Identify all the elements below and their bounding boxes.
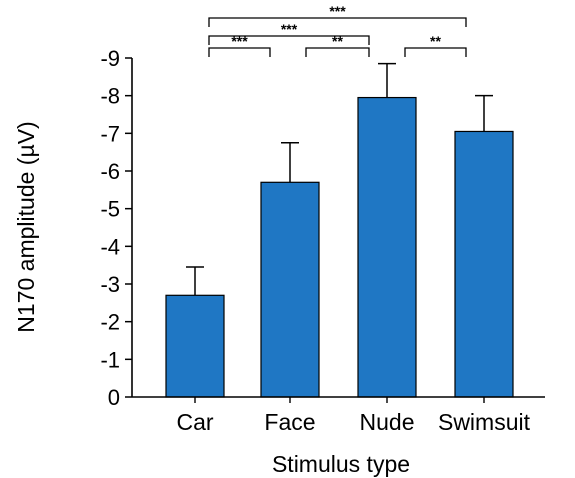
sig-bracket-line	[208, 17, 467, 27]
y-tick-label: -2	[100, 310, 120, 335]
sig-label: ***	[231, 33, 248, 49]
bar-face	[260, 181, 320, 398]
sig-bracket-car-nude: ***	[208, 21, 370, 45]
bar-nude	[357, 96, 417, 398]
x-tick-label-car: Car	[176, 409, 213, 435]
sig-bracket-car-face: ***	[208, 33, 271, 57]
sig-label: ***	[281, 21, 298, 37]
sig-label: ***	[329, 3, 346, 19]
y-tick-label: -3	[100, 272, 120, 297]
sig-bracket-car-swimsuit: ***	[208, 3, 467, 27]
bar-swimsuit	[454, 130, 514, 398]
sig-bracket-face-nude: **	[305, 33, 370, 57]
sig-label: **	[430, 33, 441, 49]
x-tick-label-face: Face	[264, 409, 315, 435]
x-categories: Car Face Nude Swimsuit	[176, 397, 531, 435]
significance-brackets: *** ** ********	[208, 3, 467, 57]
y-tick-label: -1	[100, 347, 120, 372]
x-axis-title: Stimulus type	[272, 451, 410, 477]
sig-label: **	[332, 33, 343, 49]
bar-car	[165, 294, 225, 398]
y-tick-label: -5	[100, 197, 120, 222]
sig-bracket-nude-swimsuit: **	[404, 33, 467, 57]
axes	[131, 58, 545, 398]
x-tick-label-nude: Nude	[360, 409, 415, 435]
y-axis-title: N170 amplitude (µV)	[13, 121, 39, 332]
y-tick-label: -4	[100, 234, 120, 259]
sig-bracket-line	[208, 35, 370, 45]
y-tick-label: -9	[100, 46, 120, 71]
y-ticks: 0 -1 -2 -3 -4 -5 -6 -7 -8 -9	[100, 46, 132, 410]
sig-bracket-line	[208, 47, 271, 57]
y-tick-label: 0	[108, 385, 120, 410]
sig-bracket-line	[404, 47, 467, 57]
x-tick-label-swimsuit: Swimsuit	[438, 409, 531, 435]
sig-bracket-line	[305, 47, 370, 57]
y-tick-label: -6	[100, 159, 120, 184]
y-tick-label: -8	[100, 84, 120, 109]
bars	[165, 62, 514, 398]
y-tick-label: -7	[100, 121, 120, 146]
